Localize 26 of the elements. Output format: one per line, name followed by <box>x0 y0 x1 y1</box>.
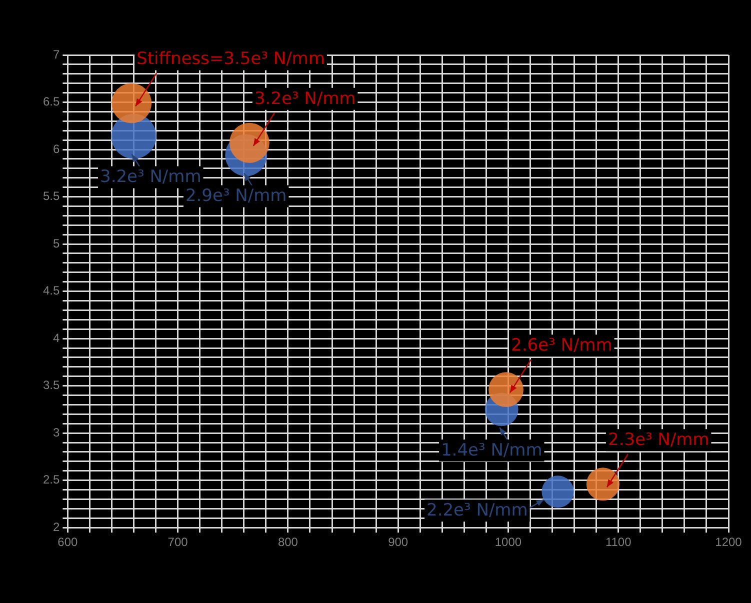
x-tick-label: 1200 <box>715 535 742 550</box>
x-tick-label: 800 <box>278 535 298 550</box>
x-tick-label: 600 <box>58 535 78 550</box>
x-tick-label: 700 <box>168 535 188 550</box>
y-tick-label: 3 <box>52 425 60 440</box>
x-tick-label: 900 <box>388 535 408 550</box>
annotation: 3.2e³ N/mm <box>100 167 202 188</box>
y-tick-label: 6 <box>52 142 60 156</box>
y-tick-label: 3.5 <box>42 378 60 392</box>
annotation: 3.2e³ N/mm <box>254 88 356 109</box>
y-tick-label: 4 <box>52 330 60 345</box>
annotation: 2.6e³ N/mm <box>511 336 612 356</box>
x-tick-label: 1100 <box>605 535 632 550</box>
y-tick-label: 6.5 <box>42 94 60 109</box>
y-tick-label: 4.5 <box>42 284 60 298</box>
annotation: Stiffness=3.5e³ N/mm <box>136 49 325 70</box>
y-tick-label: 2 <box>52 520 60 534</box>
annotation: 2.3e³ N/mm <box>608 430 710 450</box>
x-tick-label: 1000 <box>494 535 522 550</box>
y-tick-label: 5.5 <box>42 189 60 204</box>
annotation: 2.9e³ N/mm <box>185 186 287 206</box>
annotation: 1.4e³ N/mm <box>440 440 542 460</box>
y-tick-label: 5 <box>52 236 60 250</box>
y-tick-label: 7 <box>52 47 60 62</box>
annotation: 2.2e³ N/mm <box>426 500 528 521</box>
y-tick-label: 2.5 <box>42 472 60 487</box>
